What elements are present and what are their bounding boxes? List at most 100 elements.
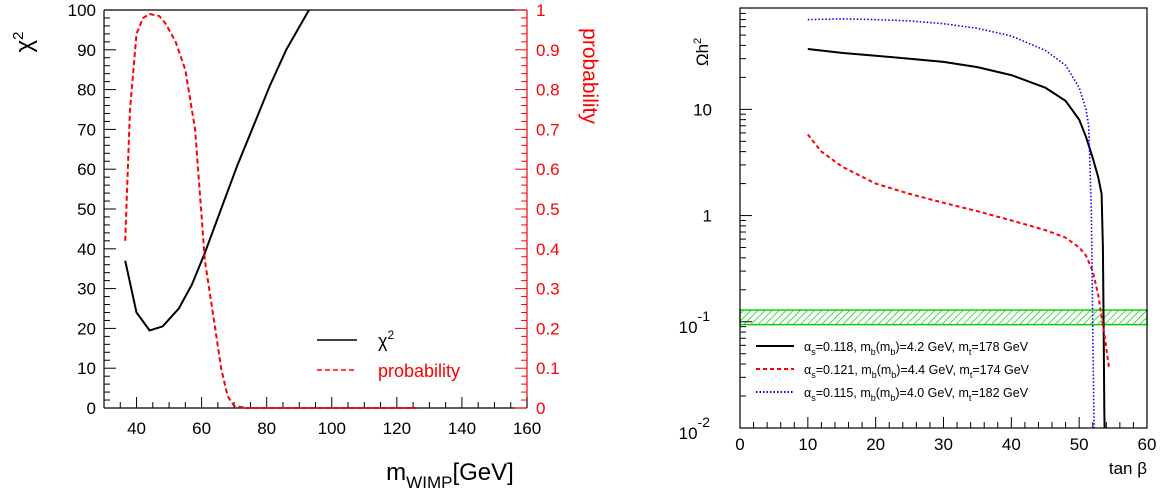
legend-label-sub: t	[969, 347, 972, 357]
legend-label-sup: 2	[387, 328, 394, 342]
legend-label-text: (m	[876, 340, 891, 354]
x-tick-label: 0	[735, 435, 744, 454]
x-tick-label: 60	[192, 419, 211, 438]
legend-label-text: )=4.4 GeV, m	[896, 363, 970, 377]
y2-tick-label: 0.1	[536, 359, 560, 378]
legend-label-sub: s	[811, 370, 816, 380]
x-tick-label: 10	[798, 435, 817, 454]
y-tick-label: 10-1	[679, 308, 711, 337]
legend-label-sub: b	[890, 347, 895, 357]
y2-tick-label: 0.4	[536, 240, 560, 259]
x-tick-label: 60	[1138, 435, 1157, 454]
y2-tick-label: 0.7	[536, 120, 560, 139]
legend-label-text: )=4.0 GeV, m	[895, 386, 969, 400]
legend-label-text: α	[804, 386, 811, 400]
y-tick-label: 30	[77, 280, 96, 299]
y2-tick-label: 0.3	[536, 280, 560, 299]
x-axis-title: tan β	[1109, 459, 1147, 478]
y2-tick-label: 0.8	[536, 81, 560, 100]
y-tick-label: 10-2	[679, 414, 711, 443]
x-tick-label: 40	[1002, 435, 1021, 454]
y-tick-label-main: 10	[679, 424, 698, 443]
relic-density-band	[739, 309, 1148, 326]
legend-label-main: probability	[378, 361, 460, 381]
legend-label-text: =174 GeV	[972, 363, 1029, 377]
legend-label-sub: s	[811, 393, 816, 403]
legend-label-sub: b	[872, 370, 877, 380]
y2-tick-label: 0.9	[536, 41, 560, 60]
x-tick-label: 160	[513, 419, 541, 438]
y-tick-label: 50	[77, 200, 96, 219]
legend-label-sub: t	[969, 393, 972, 403]
x-axis-title-main: m	[386, 459, 406, 486]
chi2-series-line	[124, 9, 310, 332]
legend-label-text: (m	[876, 386, 891, 400]
y2-tick-label: 0	[536, 399, 545, 418]
legend-label-text: =0.118, m	[816, 340, 871, 354]
x-axis-title-sub: WIMP	[406, 473, 452, 492]
y-axis-title: χ2	[10, 32, 38, 53]
legend-label-sub: b	[871, 393, 876, 403]
probability-series-line	[124, 12, 417, 409]
legend-label-text: (m	[877, 363, 892, 377]
y-tick-label: 100	[68, 1, 96, 20]
y-tick-label: 70	[77, 120, 96, 139]
y-tick-label: 60	[77, 160, 96, 179]
legend: αs=0.118, mb(mb)=4.2 GeV, mt=178 GeVαs=0…	[756, 340, 1030, 403]
legend-label: αs=0.115, mb(mb)=4.0 GeV, mt=182 GeV	[804, 386, 1029, 403]
x-tick-label: 30	[934, 435, 953, 454]
legend-label: probability	[378, 361, 460, 381]
legend-label: αs=0.121, mb(mb)=4.4 GeV, mt=174 GeV	[804, 363, 1030, 380]
legend-label-text: α	[804, 340, 811, 354]
y2-tick-label: 0.5	[536, 200, 560, 219]
x-axis-title-unit: [GeV]	[452, 459, 513, 486]
y-axis-title-sup: 2	[692, 38, 704, 44]
y-tick-label: 10	[77, 359, 96, 378]
y-tick-label: 1	[703, 207, 712, 226]
legend-label-sub: b	[871, 347, 876, 357]
legend-label: χ2	[378, 328, 394, 351]
y-axis-title: Ωh2	[692, 38, 712, 66]
x-tick-label: 50	[1070, 435, 1089, 454]
y2-axis-title: probability	[578, 28, 601, 124]
legend-label-text: =178 GeV	[971, 340, 1028, 354]
x-axis-title: mWIMP[GeV]	[386, 459, 514, 492]
y-axis-title-main: χ	[11, 39, 38, 52]
y-tick-label: 90	[77, 41, 96, 60]
y-axis-title-sup: 2	[10, 32, 27, 40]
y2-tick-label: 0.2	[536, 319, 560, 338]
y-tick-label: 0	[87, 399, 96, 418]
omega-series-line-2	[807, 133, 1110, 368]
legend-label-sub: b	[890, 393, 895, 403]
y-tick-label: 80	[77, 81, 96, 100]
legend-label: αs=0.118, mb(mb)=4.2 GeV, mt=178 GeV	[804, 340, 1029, 357]
y2-tick-label: 1	[536, 1, 545, 20]
left-chart: 40 60 80 100 120 140 1600102030405060708090100…	[10, 1, 601, 492]
y-tick-label-main: 10	[679, 318, 698, 337]
y2-tick-label: 0.6	[536, 160, 560, 179]
y-tick-label-sup: -1	[698, 308, 711, 324]
x-tick-label: 120	[383, 419, 411, 438]
y-tick-label: 40	[77, 240, 96, 259]
x-tick-label: 40	[127, 419, 146, 438]
y-tick-label: 10	[693, 100, 712, 119]
omega-series-line-1	[807, 48, 1106, 429]
legend-label-text: α	[804, 363, 811, 377]
legend-label-sub: t	[970, 370, 973, 380]
y-tick-label: 20	[77, 319, 96, 338]
x-tick-label: 100	[318, 419, 346, 438]
x-tick-label: 80	[257, 419, 276, 438]
x-tick-label: 20	[866, 435, 885, 454]
legend-label-text: =182 GeV	[971, 386, 1028, 400]
legend: χ2 probability	[317, 328, 460, 381]
legend-label-text: =0.115, m	[816, 386, 871, 400]
legend-label-text: =0.121, m	[816, 363, 872, 377]
y-tick-label-sup: -2	[698, 414, 711, 430]
legend-label-main: χ	[378, 331, 388, 351]
y-axis-title-main: Ωh	[693, 44, 712, 66]
legend-label-text: )=4.2 GeV, m	[895, 340, 969, 354]
omega-series-line-3	[807, 18, 1095, 429]
